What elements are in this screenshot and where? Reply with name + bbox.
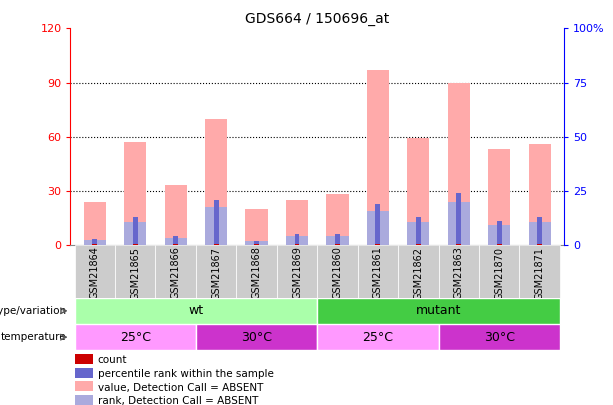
Bar [416, 217, 421, 245]
Bar [416, 243, 421, 245]
Bar [124, 222, 147, 245]
Bar [205, 119, 227, 245]
Bar [367, 70, 389, 245]
FancyBboxPatch shape [196, 324, 318, 350]
FancyBboxPatch shape [75, 324, 196, 350]
Bar [326, 236, 349, 245]
FancyBboxPatch shape [318, 298, 560, 324]
Bar [164, 238, 187, 245]
Text: 25°C: 25°C [362, 330, 394, 344]
Bar [295, 243, 299, 245]
Text: GSM21862: GSM21862 [413, 247, 424, 300]
Text: value, Detection Call = ABSENT: value, Detection Call = ABSENT [97, 382, 263, 392]
Bar [447, 202, 470, 245]
Bar [93, 243, 97, 245]
FancyBboxPatch shape [398, 245, 438, 298]
Bar [205, 207, 227, 245]
Bar [537, 243, 542, 245]
FancyBboxPatch shape [519, 245, 560, 298]
Bar [528, 144, 551, 245]
Text: mutant: mutant [416, 304, 461, 318]
Bar [335, 234, 340, 245]
Bar [254, 241, 259, 245]
Bar [488, 225, 511, 245]
Bar [214, 200, 219, 245]
Bar [497, 243, 501, 245]
Text: GSM21870: GSM21870 [494, 247, 504, 300]
Bar [245, 209, 268, 245]
Text: GSM21860: GSM21860 [332, 247, 343, 299]
Bar [75, 368, 93, 377]
Bar [367, 211, 389, 245]
Bar [376, 204, 380, 245]
Bar [488, 149, 511, 245]
Text: 30°C: 30°C [484, 330, 515, 344]
Bar [83, 202, 106, 245]
Text: GSM21864: GSM21864 [89, 247, 100, 299]
Bar [286, 236, 308, 245]
Text: genotype/variation: genotype/variation [0, 306, 66, 316]
Text: GSM21866: GSM21866 [170, 247, 181, 299]
Bar [173, 243, 178, 245]
Text: GSM21867: GSM21867 [211, 247, 221, 300]
Bar [537, 217, 542, 245]
Bar [326, 194, 349, 245]
FancyBboxPatch shape [277, 245, 318, 298]
Bar [75, 382, 93, 391]
Text: count: count [97, 355, 127, 365]
Bar [133, 243, 138, 245]
Bar [497, 221, 501, 245]
FancyBboxPatch shape [237, 245, 277, 298]
Text: GSM21869: GSM21869 [292, 247, 302, 299]
Bar [456, 243, 461, 245]
Bar [456, 193, 461, 245]
Text: 30°C: 30°C [241, 330, 272, 344]
Bar [528, 222, 551, 245]
FancyBboxPatch shape [438, 324, 560, 350]
Text: 25°C: 25°C [120, 330, 151, 344]
Bar [254, 243, 259, 245]
FancyBboxPatch shape [75, 298, 318, 324]
Text: GSM21871: GSM21871 [535, 247, 545, 300]
Bar [376, 243, 380, 245]
FancyBboxPatch shape [357, 245, 398, 298]
Bar [335, 243, 340, 245]
FancyBboxPatch shape [318, 245, 357, 298]
Bar [173, 237, 178, 245]
Bar [214, 243, 219, 245]
Bar [447, 83, 470, 245]
Text: GSM21868: GSM21868 [251, 247, 262, 299]
Text: rank, Detection Call = ABSENT: rank, Detection Call = ABSENT [97, 396, 258, 405]
FancyBboxPatch shape [156, 245, 196, 298]
FancyBboxPatch shape [318, 324, 438, 350]
Text: percentile rank within the sample: percentile rank within the sample [97, 369, 273, 379]
Bar [75, 354, 93, 364]
Bar [75, 395, 93, 405]
Text: GSM21863: GSM21863 [454, 247, 464, 299]
Bar [407, 139, 430, 245]
Bar [286, 200, 308, 245]
FancyBboxPatch shape [75, 245, 115, 298]
Bar [83, 240, 106, 245]
FancyBboxPatch shape [438, 245, 479, 298]
Bar [295, 234, 299, 245]
Text: GSM21865: GSM21865 [130, 247, 140, 300]
Text: wt: wt [188, 304, 204, 318]
FancyBboxPatch shape [479, 245, 519, 298]
Text: GSM21861: GSM21861 [373, 247, 383, 299]
Title: GDS664 / 150696_at: GDS664 / 150696_at [245, 12, 389, 26]
Bar [124, 142, 147, 245]
FancyBboxPatch shape [196, 245, 237, 298]
FancyBboxPatch shape [115, 245, 156, 298]
Bar [133, 217, 138, 245]
Bar [164, 185, 187, 245]
Text: temperature: temperature [1, 332, 66, 342]
Bar [407, 222, 430, 245]
Bar [93, 239, 97, 245]
Bar [245, 241, 268, 245]
